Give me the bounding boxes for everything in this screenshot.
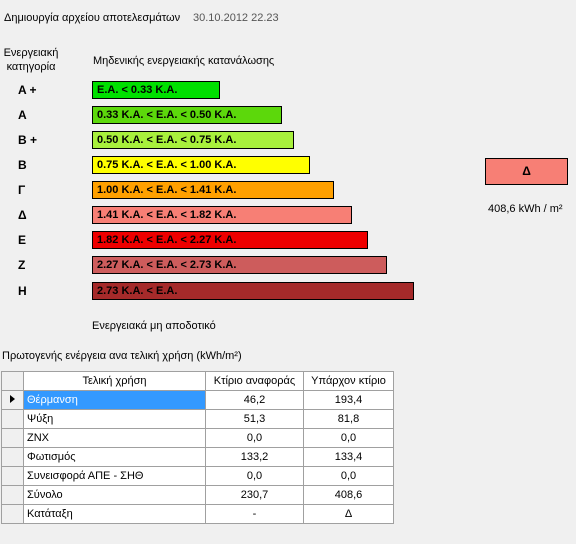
cell-final-use[interactable]: Θέρμανση xyxy=(23,390,206,410)
table-row[interactable]: Φωτισμός 133,2 133,4 xyxy=(1,447,394,467)
category-bar: 0.33 K.A. < E.A. < 0.50 K.A. xyxy=(92,106,282,124)
category-heading-line-2: κατηγορία xyxy=(6,61,56,73)
cell-reference-building[interactable]: 133,2 xyxy=(205,447,304,467)
cell-existing-building[interactable]: 0,0 xyxy=(303,466,394,486)
table-row[interactable]: Συνεισφορά ΑΠΕ - ΣΗΘ 0,0 0,0 xyxy=(1,466,394,486)
cell-final-use[interactable]: Φωτισμός xyxy=(23,447,206,467)
cell-reference-building[interactable]: 46,2 xyxy=(205,390,304,410)
category-letter: E xyxy=(18,233,27,247)
cell-final-use[interactable]: Σύνολο xyxy=(23,485,206,505)
category-letter: Γ xyxy=(18,183,26,197)
row-header[interactable] xyxy=(1,428,24,448)
column-header-existing-building[interactable]: Υπάρχον κτίριο xyxy=(303,371,394,391)
category-letter: A xyxy=(18,108,27,122)
rating-class-box: Δ xyxy=(485,158,568,185)
category-letter: H xyxy=(18,284,27,298)
cell-final-use[interactable]: Κατάταξη xyxy=(23,504,206,524)
cell-reference-building[interactable]: 0,0 xyxy=(205,466,304,486)
table-row[interactable]: ΖΝΧ 0,0 0,0 xyxy=(1,428,394,448)
row-header[interactable] xyxy=(1,447,24,467)
current-row-arrow-icon xyxy=(10,395,15,403)
primary-energy-grid[interactable]: Τελική χρήση Κτίριο αναφοράς Υπάρχον κτί… xyxy=(1,371,394,524)
cell-reference-building[interactable]: 0,0 xyxy=(205,428,304,448)
category-bar: 2.27 K.A. < E.A. < 2.73 K.A. xyxy=(92,256,387,274)
category-bar: 1.82 K.A. < E.A. < 2.27 K.A. xyxy=(92,231,368,249)
column-header-final-use[interactable]: Τελική χρήση xyxy=(23,371,206,391)
category-bar: 1.00 K.A. < E.A. < 1.41 K.A. xyxy=(92,181,334,199)
cell-existing-building[interactable]: 133,4 xyxy=(303,447,394,467)
category-bar: 0.75 K.A. < E.A. < 1.00 K.A. xyxy=(92,156,310,174)
cell-final-use[interactable]: ΖΝΧ xyxy=(23,428,206,448)
category-letter: B + xyxy=(18,133,38,147)
table-row[interactable]: Θέρμανση 46,2 193,4 xyxy=(1,390,394,410)
row-header[interactable] xyxy=(1,485,24,505)
grid-header-row: Τελική χρήση Κτίριο αναφοράς Υπάρχον κτί… xyxy=(1,371,394,391)
category-letter: Δ xyxy=(18,208,27,222)
category-letter: A + xyxy=(18,83,37,97)
cell-existing-building[interactable]: 81,8 xyxy=(303,409,394,429)
row-header[interactable] xyxy=(1,466,24,486)
row-header[interactable] xyxy=(1,504,24,524)
cell-existing-building[interactable]: 408,6 xyxy=(303,485,394,505)
grid-corner xyxy=(1,371,24,391)
cell-final-use[interactable]: Ψύξη xyxy=(23,409,206,429)
cell-existing-building[interactable]: 0,0 xyxy=(303,428,394,448)
cell-reference-building[interactable]: - xyxy=(205,504,304,524)
category-bar: 0.50 K.A. < E.A. < 0.75 K.A. xyxy=(92,131,294,149)
category-bar: E.A. < 0.33 K.A. xyxy=(92,81,220,99)
cell-reference-building[interactable]: 51,3 xyxy=(205,409,304,429)
category-bar: 2.73 K.A. < E.A. xyxy=(92,282,414,300)
column-header-reference-building[interactable]: Κτίριο αναφοράς xyxy=(205,371,304,391)
category-letter: Z xyxy=(18,258,26,272)
category-bar: 1.41 K.A. < E.A. < 1.82 K.A. xyxy=(92,206,352,224)
header-date: 30.10.2012 22.23 xyxy=(193,12,279,24)
category-letter: B xyxy=(18,158,27,172)
cell-existing-building[interactable]: 193,4 xyxy=(303,390,394,410)
row-header[interactable] xyxy=(1,409,24,429)
primary-energy-label: Πρωτογενής ενέργεια ανα τελική χρήση (kW… xyxy=(2,350,242,362)
scale-top-label: Μηδενικής ενεργειακής κατανάλωσης xyxy=(93,55,275,67)
cell-final-use[interactable]: Συνεισφορά ΑΠΕ - ΣΗΘ xyxy=(23,466,206,486)
category-heading-line-1: Ενεργειακή xyxy=(3,47,59,59)
header-label: Δημιουργία αρχείου αποτελεσμάτων xyxy=(4,12,181,24)
rating-value: 408,6 kWh / m² xyxy=(488,203,563,215)
cell-existing-building[interactable]: Δ xyxy=(303,504,394,524)
category-heading: Ενεργειακή κατηγορία xyxy=(0,46,62,74)
table-row[interactable]: Σύνολο 230,7 408,6 xyxy=(1,485,394,505)
row-header[interactable] xyxy=(1,390,24,410)
scale-bottom-label: Ενεργειακά μη αποδοτικό xyxy=(92,320,216,332)
table-row[interactable]: Ψύξη 51,3 81,8 xyxy=(1,409,394,429)
cell-reference-building[interactable]: 230,7 xyxy=(205,485,304,505)
table-row[interactable]: Κατάταξη - Δ xyxy=(1,504,394,524)
